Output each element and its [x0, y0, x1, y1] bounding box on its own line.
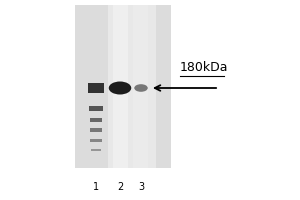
Ellipse shape	[109, 81, 131, 94]
Text: 3: 3	[138, 182, 144, 192]
Bar	[89, 106, 103, 110]
Bar	[108, 5, 156, 168]
Bar	[88, 83, 104, 93]
Bar	[90, 118, 102, 122]
Bar	[90, 128, 102, 132]
Text: 180kDa: 180kDa	[180, 61, 229, 74]
Bar	[90, 138, 102, 142]
Text: 1: 1	[93, 182, 99, 192]
Ellipse shape	[134, 84, 148, 92]
Bar	[134, 5, 148, 168]
Bar	[75, 5, 171, 168]
Text: 2: 2	[117, 182, 123, 192]
Bar	[91, 149, 101, 151]
Bar	[112, 5, 128, 168]
